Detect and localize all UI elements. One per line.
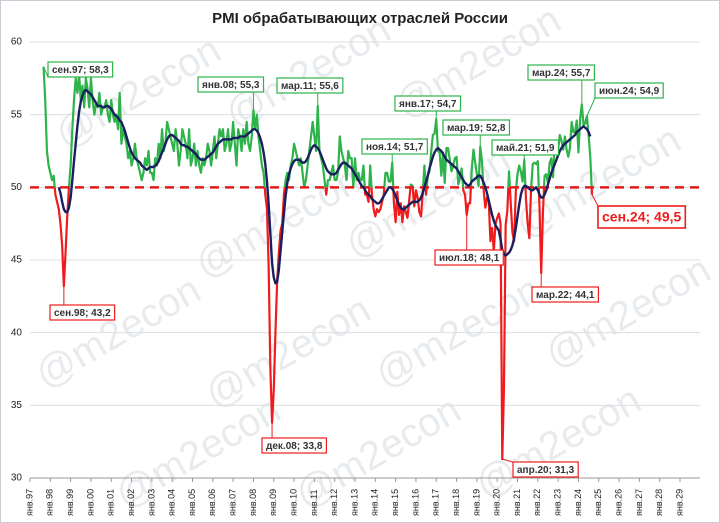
annotation-label: мар.11; 55,6: [281, 81, 339, 92]
x-tick-label: янв.11: [309, 490, 319, 516]
x-tick-label: янв.14: [370, 489, 380, 516]
x-tick-label: янв.23: [553, 489, 563, 516]
y-tick-label: 60: [11, 37, 23, 48]
annotation-box: [597, 205, 687, 229]
x-tick-label: янв.24: [573, 489, 583, 516]
annotation-box: [512, 461, 579, 478]
annotation-box: [276, 77, 344, 94]
annotation-box: [442, 119, 511, 136]
annotation: апр.20; 31,3: [502, 458, 579, 478]
annotation-label: мар.22; 44,1: [536, 290, 595, 301]
pmi-line-below: [53, 187, 594, 461]
annotation-label: янв.17; 54,7: [399, 99, 457, 110]
annotation-label: июн.24; 54,9: [599, 86, 660, 97]
annotation: дек.08; 33,8: [261, 422, 327, 454]
annotation: мар.22; 44,1: [531, 273, 600, 303]
x-tick-label: янв.21: [512, 489, 522, 516]
annotation-label: мар.19; 52,8: [447, 123, 506, 134]
y-tick-label: 35: [11, 400, 23, 411]
x-tick-label: янв.20: [492, 489, 502, 516]
x-tick-label: янв.06: [207, 489, 217, 516]
annotation-label: сен.98; 43,2: [54, 308, 111, 319]
annotation: сен.24; 49,5: [591, 194, 687, 229]
plot-area: 30 35 40 45 50 55 60 янв.97 янв.98 янв.99 янв.00 ян…: [11, 37, 700, 516]
x-tick-label: янв.28: [654, 489, 664, 516]
annotation: янв.08; 55,3: [197, 76, 265, 111]
x-tick-label: янв.15: [390, 489, 400, 516]
annotation-box: [47, 61, 114, 78]
annotation: мар.24; 55,7: [527, 64, 596, 105]
y-tick-label: 30: [11, 473, 23, 484]
x-tick-label: янв.05: [187, 489, 197, 516]
annotation-label: янв.08; 55,3: [202, 80, 260, 91]
x-tick-label: янв.04: [167, 489, 177, 516]
x-tick-label: янв.08: [248, 489, 258, 516]
annotation-leader: [43, 66, 49, 78]
x-tick-label: янв.98: [45, 489, 55, 516]
average-line: [57, 88, 592, 285]
x-tick-label: янв.12: [329, 489, 339, 516]
x-tick-label: янв.29: [674, 489, 684, 516]
x-tick-label: янв.25: [593, 489, 603, 516]
x-tick-label: янв.97: [24, 489, 34, 516]
x-tick-label: янв.03: [146, 489, 156, 516]
y-tick-label: 50: [11, 182, 23, 193]
x-tick-label: янв.02: [126, 489, 136, 516]
annotation-box: [531, 286, 600, 303]
annotation: май.21; 51,9: [491, 139, 560, 160]
x-tick-label: янв.00: [85, 489, 95, 516]
x-tick-label: янв.99: [65, 489, 75, 516]
y-tick-label: 45: [11, 255, 23, 266]
annotation-label: ноя.14; 51,7: [366, 142, 424, 153]
y-tick-label: 40: [11, 327, 23, 338]
annotation-label: сен.97; 58,3: [52, 65, 109, 76]
x-tick-label: янв.16: [410, 489, 420, 516]
y-tick-label: 55: [11, 109, 23, 120]
annotation-box: [491, 139, 560, 156]
annotation: июл.18; 48,1: [434, 214, 504, 266]
annotation: янв.17; 54,7: [394, 95, 462, 120]
annotation: сен.98; 43,2: [49, 286, 116, 321]
annotation: мар.19; 52,8: [442, 119, 511, 147]
annotation-box: [434, 249, 504, 266]
annotation: ноя.14; 51,7: [361, 138, 428, 163]
x-tick-label: янв.26: [613, 489, 623, 516]
annotation-leader: [591, 194, 599, 207]
x-tick-label: янв.22: [532, 489, 542, 516]
annotation: июн.24; 54,9: [586, 82, 664, 117]
x-tick-label: янв.27: [634, 489, 644, 516]
x-tick-label: янв.07: [228, 489, 238, 516]
annotation-label: мар.24; 55,7: [532, 68, 591, 79]
x-tick-label: янв.13: [349, 489, 359, 516]
x-tick-label: янв.18: [451, 489, 461, 516]
annotation-label: июл.18; 48,1: [439, 253, 500, 264]
x-tick-label: янв.09: [268, 489, 278, 516]
annotation-box: [594, 82, 664, 99]
annotation-label: дек.08; 33,8: [266, 441, 323, 452]
annotation-box: [527, 64, 596, 81]
x-tick-label: янв.17: [431, 489, 441, 516]
chart-title: PMI обрабатывающих отраслей России: [212, 10, 508, 27]
annotation-label: сен.24; 49,5: [602, 209, 682, 225]
annotation-box: [49, 304, 116, 321]
annotation-leader: [502, 458, 514, 463]
annotation-box: [361, 138, 428, 155]
annotation-box: [261, 437, 327, 454]
annotation-label: апр.20; 31,3: [517, 465, 575, 476]
x-tick-label: янв.10: [288, 489, 298, 516]
annotation-leader: [586, 97, 596, 117]
annotation-box: [394, 95, 462, 112]
annotation: мар.11; 55,6: [276, 77, 344, 106]
pmi-line-above: [42, 66, 593, 188]
annotation-label: май.21; 51,9: [496, 143, 555, 154]
x-tick-label: янв.19: [471, 489, 481, 516]
x-tick-label: янв.01: [106, 489, 116, 516]
annotation-box: [197, 76, 265, 93]
annotation: сен.97; 58,3: [43, 61, 114, 78]
